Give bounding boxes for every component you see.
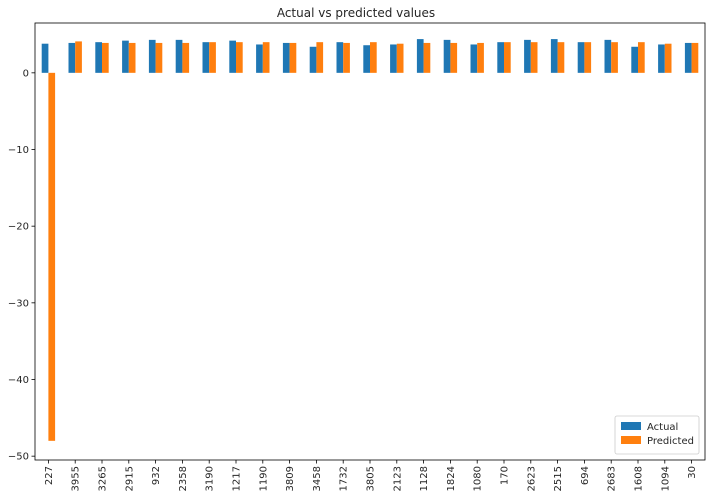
bar-predicted-3265 [102,42,109,73]
bar-actual-3805 [363,45,370,73]
x-tick-label: 1608 [634,466,645,491]
x-tick-label: 2683 [607,466,618,491]
x-tick-label: 3265 [98,466,109,491]
bar-predicted-1080 [477,42,484,73]
y-tick-label: −40 [8,375,29,386]
bar-actual-3190 [202,42,210,73]
y-tick-label: −20 [8,222,29,233]
bar-actual-2683 [604,39,612,73]
x-tick-label: 3458 [312,466,323,491]
x-tick-label: 2123 [392,466,403,491]
bar-actual-1190 [256,44,263,73]
x-tick-label: 1094 [660,466,671,491]
bar-predicted-1824 [450,42,458,73]
y-tick-label: 0 [23,68,29,79]
bar-predicted-3809 [289,42,297,73]
x-tick-label: 2623 [526,466,537,491]
bar-predicted-1608 [638,42,645,73]
bar-predicted-2683 [611,42,618,73]
x-tick-label: 1128 [419,466,430,491]
bar-predicted-170 [504,42,511,73]
x-tick-label: 1732 [339,466,350,491]
bar-predicted-1128 [423,42,431,73]
bar-predicted-2623 [530,42,538,73]
bar-predicted-2358 [182,42,190,73]
bar-predicted-3805 [370,42,377,73]
bar-actual-170 [497,42,504,73]
bar-actual-30 [684,42,692,73]
bar-predicted-932 [155,42,163,73]
x-tick-label: 30 [687,466,698,479]
bar-predicted-30 [691,42,699,73]
y-tick-label: −30 [8,298,29,309]
x-tick-label: 227 [44,466,55,485]
bar-predicted-2123 [396,43,404,73]
bar-actual-1824 [443,39,451,73]
bar-actual-1608 [631,46,638,73]
x-tick-label: 3805 [366,466,377,491]
bar-actual-3809 [282,42,290,73]
bar-actual-3265 [95,42,102,73]
bar-actual-2915 [122,40,129,73]
legend: Actual Predicted [614,415,700,455]
bar-predicted-3458 [316,42,324,73]
bar-actual-2515 [550,39,558,73]
bar-predicted-227 [48,72,56,441]
x-tick-label: 170 [500,466,511,485]
bar-actual-1094 [658,44,665,73]
bar-actual-3955 [68,42,76,73]
bar-predicted-3190 [209,42,216,73]
plot-frame [34,22,706,461]
bar-predicted-1190 [262,42,270,73]
x-tick-label: 3190 [205,466,216,491]
y-tick-label: −50 [8,452,29,463]
bar-actual-227 [41,43,49,73]
bar-actual-1732 [336,42,344,73]
legend-swatch-actual [621,422,641,430]
x-tick-label: 1824 [446,466,457,491]
chart-title: Actual vs predicted values [277,6,435,20]
bar-actual-2358 [175,39,183,73]
bar-actual-1080 [470,44,478,73]
bar-predicted-694 [584,42,592,73]
bar-predicted-1217 [236,42,243,73]
x-tick-label: 3955 [71,466,82,491]
legend-label-actual: Actual [647,422,678,433]
bar-actual-1128 [416,39,424,73]
legend-swatch-predicted [621,436,641,444]
bar-predicted-2515 [557,42,565,73]
x-tick-label: 2915 [124,466,135,491]
bar-actual-932 [148,39,156,73]
bar-actual-3458 [309,46,317,73]
bar-actual-2623 [524,39,531,73]
bar-actual-694 [577,42,585,73]
bar-predicted-1094 [664,43,672,73]
bar-predicted-3955 [75,41,82,73]
plot-area: 0 −10 −20 −30 −40 −50 227 3955 3265 2915 932 2358 31… [8,22,706,491]
x-tick-label: 1217 [232,466,243,491]
bar-actual-1217 [229,40,236,73]
x-tick-label: 694 [580,466,591,485]
bar-predicted-2915 [128,42,136,73]
x-tick-label: 932 [151,466,162,485]
x-tick-label: 1190 [258,466,269,491]
x-tick-label: 2515 [553,466,564,491]
bar-predicted-1732 [343,42,350,73]
legend-label-predicted: Predicted [647,436,694,447]
x-tick-label: 2358 [178,466,189,491]
x-tick-label: 3809 [285,466,296,491]
bar-actual-2123 [390,44,397,73]
y-tick-label: −10 [8,145,29,156]
x-tick-label: 1080 [473,466,484,491]
